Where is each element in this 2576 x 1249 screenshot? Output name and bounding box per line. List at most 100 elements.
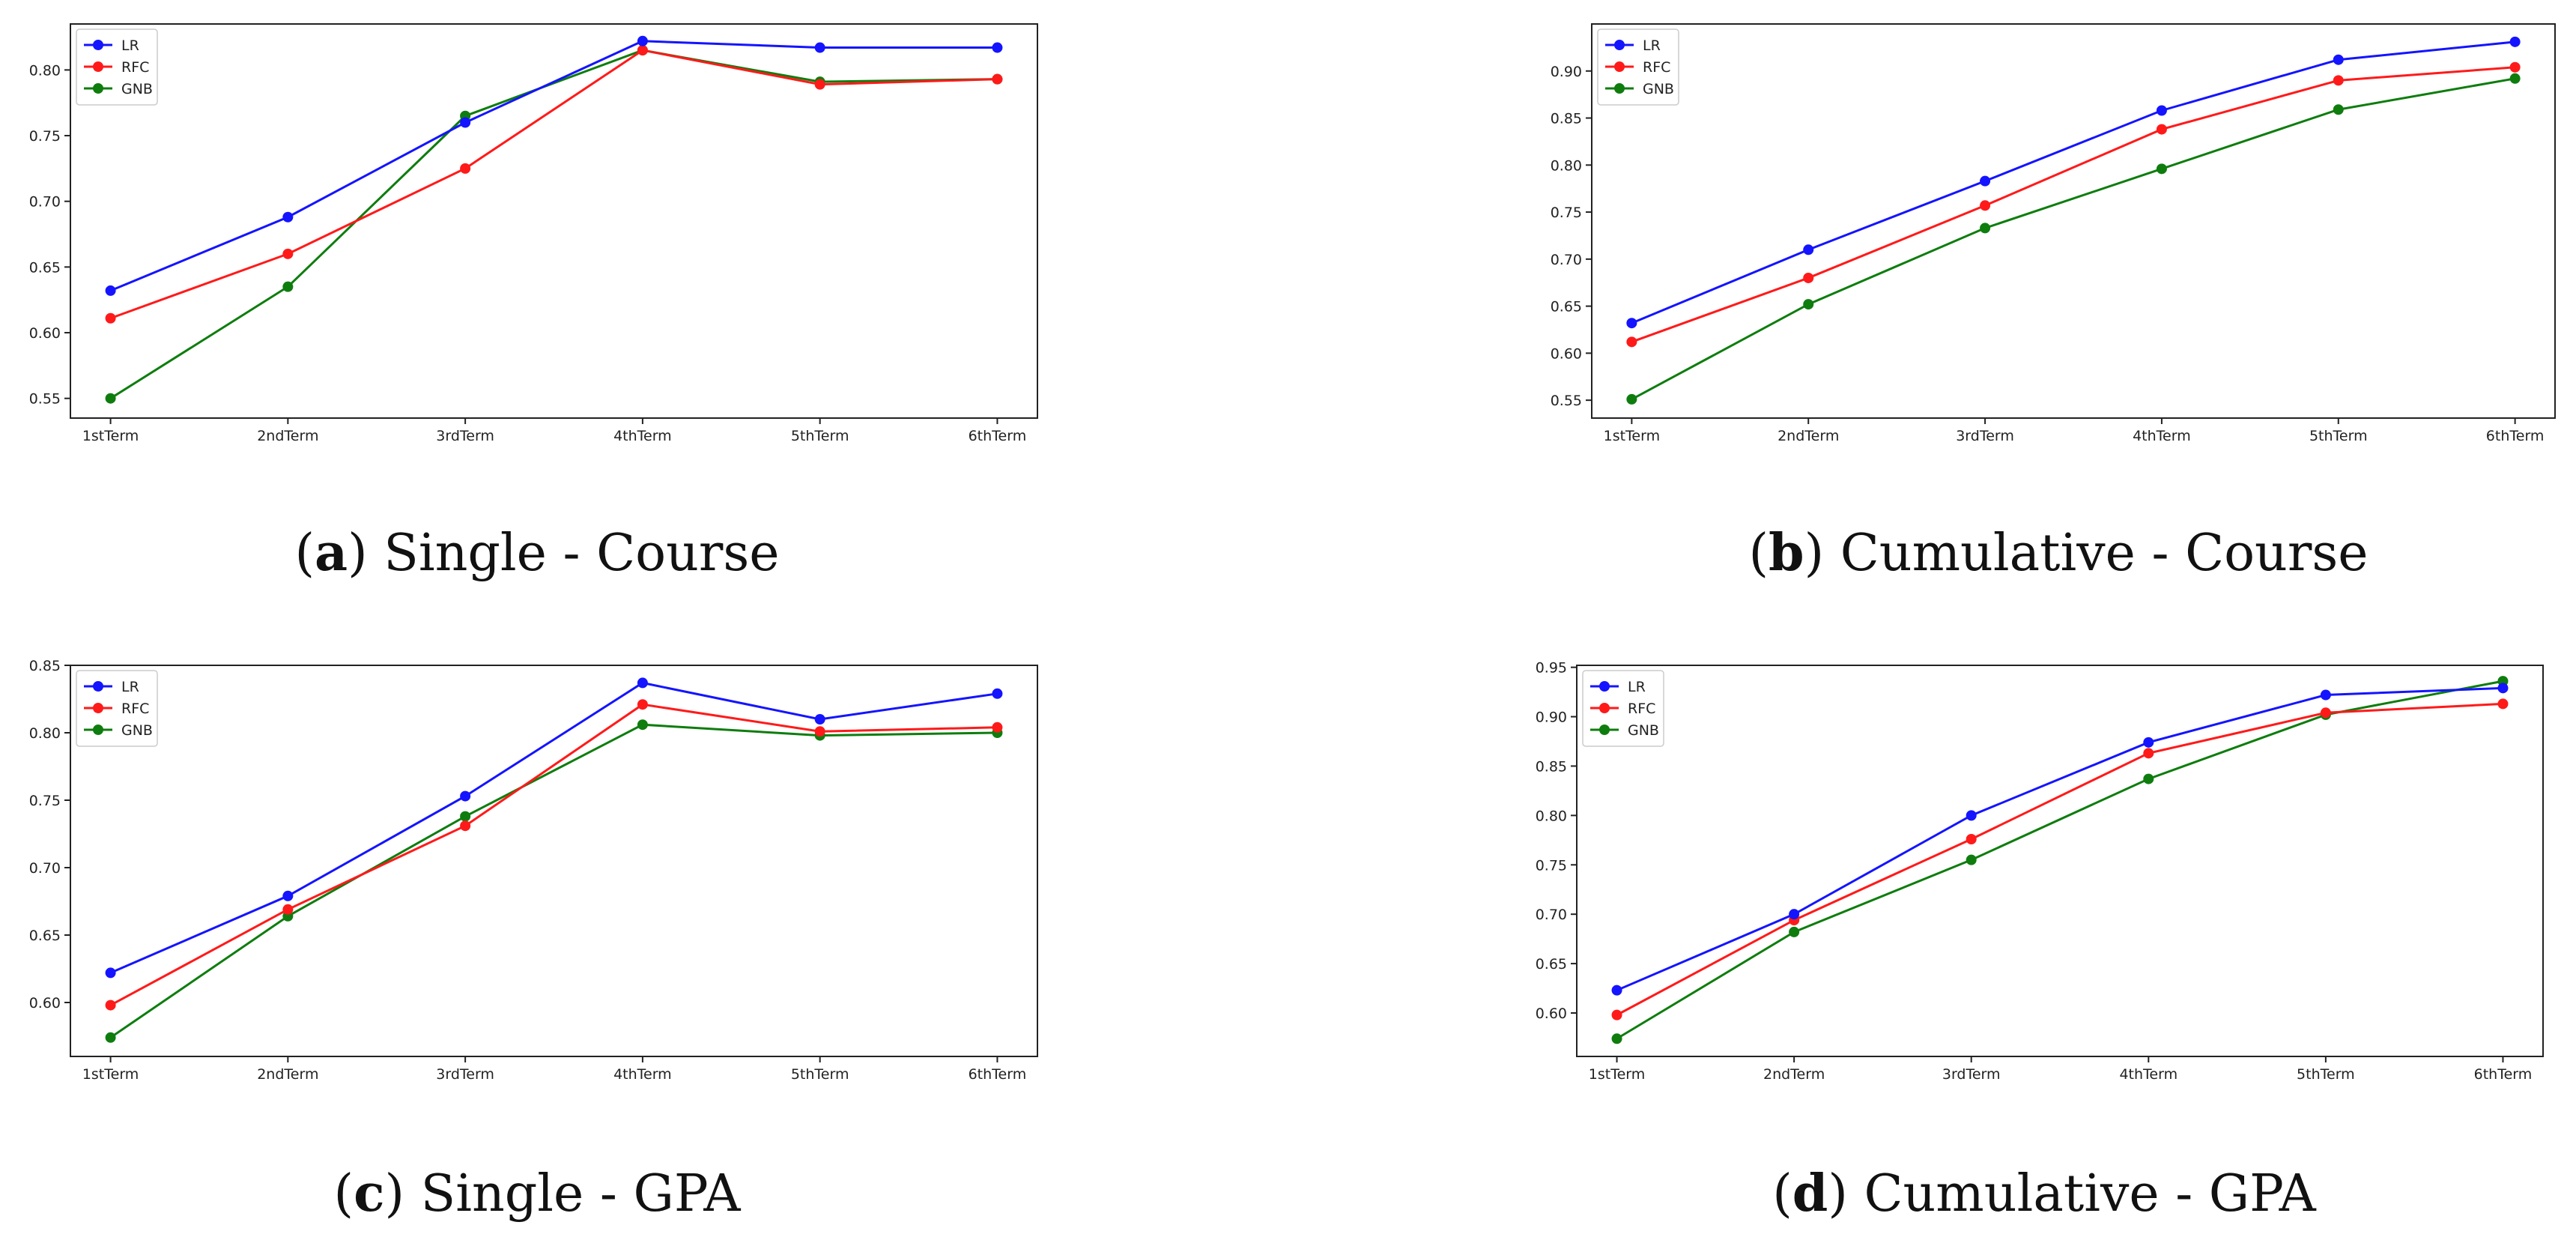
- y-tick-label-c-5: 0.85: [29, 658, 61, 674]
- caption-d: (d) Cumulative - GPA: [1772, 1164, 2316, 1224]
- plot-frame-d: [1576, 665, 2544, 1057]
- x-tick-label-d-1: 2ndTerm: [1763, 1066, 1825, 1083]
- legend-label-gnb-d: GNB: [1628, 722, 1659, 739]
- series-line-lr-a: [110, 40, 998, 292]
- point-gnb-d-2: [1966, 854, 1977, 865]
- y-tick-label-b-7: 0.90: [1551, 64, 1582, 80]
- point-lr-b-3: [2156, 105, 2167, 116]
- series-line-lr-d: [1616, 686, 2503, 992]
- point-lr-c-0: [105, 967, 116, 979]
- point-lr-a-4: [814, 42, 825, 53]
- point-gnb-c-0: [105, 1032, 116, 1043]
- legend-label-lr-b: LR: [1643, 37, 1661, 54]
- legend-marker-lr-b: [1614, 40, 1625, 50]
- x-tick-label-b-5: 6thTerm: [2486, 428, 2545, 444]
- series-line-rfc-c: [109, 703, 998, 1006]
- point-gnb-d-1: [1789, 926, 1800, 937]
- y-tick-label-d-0: 0.60: [1536, 1005, 1567, 1022]
- point-rfc-a-4: [814, 79, 825, 90]
- caption-c-letter: c: [354, 1164, 385, 1224]
- y-tick-label-b-2: 0.65: [1551, 299, 1582, 315]
- series-line-lr-b: [1631, 40, 2515, 324]
- point-gnb-d-0: [1611, 1033, 1622, 1044]
- point-lr-c-4: [814, 714, 825, 725]
- point-lr-c-5: [992, 688, 1003, 699]
- y-tick-label-a-4: 0.75: [29, 128, 61, 145]
- point-rfc-c-0: [105, 999, 116, 1011]
- caption-b-text: Cumulative - Course: [1840, 524, 2369, 583]
- point-gnb-b-5: [2509, 73, 2521, 84]
- y-tick-label-c-3: 0.75: [29, 793, 61, 809]
- point-rfc-d-3: [2143, 748, 2154, 759]
- point-gnb-a-1: [282, 281, 294, 292]
- plot-frame-b: [1591, 23, 2556, 419]
- point-rfc-d-5: [2497, 698, 2509, 710]
- series-line-gnb-b: [1631, 77, 2515, 401]
- point-gnb-b-2: [1980, 223, 1991, 234]
- point-rfc-c-3: [637, 699, 648, 710]
- point-lr-a-3: [637, 35, 648, 46]
- point-lr-b-5: [2509, 36, 2521, 47]
- point-rfc-a-0: [105, 312, 116, 324]
- legend-label-rfc-b: RFC: [1643, 59, 1670, 76]
- legend-marker-rfc-c: [93, 703, 103, 713]
- point-rfc-d-0: [1611, 1009, 1622, 1020]
- y-tick-label-b-1: 0.60: [1551, 345, 1582, 362]
- x-tick-label-d-3: 4thTerm: [2119, 1066, 2178, 1083]
- y-tick-label-d-3: 0.75: [1536, 857, 1567, 874]
- y-tick-label-d-5: 0.85: [1536, 758, 1567, 775]
- x-tick-label-d-0: 1stTerm: [1589, 1066, 1646, 1083]
- caption-b-letter: b: [1769, 523, 1804, 583]
- caption-a: (a) Single - Course: [294, 523, 780, 583]
- legend-label-rfc-c: RFC: [121, 701, 149, 717]
- point-gnb-d-3: [2143, 773, 2154, 784]
- series-line-rfc-b: [1631, 66, 2515, 343]
- point-lr-a-1: [282, 211, 294, 223]
- y-tick-label-c-4: 0.80: [29, 725, 61, 742]
- caption-d-text: Cumulative - GPA: [1864, 1164, 2316, 1224]
- point-lr-c-2: [460, 790, 471, 802]
- point-rfc-a-2: [460, 163, 471, 174]
- line-chart-d: 0.60 0.65 0.70 0.75 0.80 0.85 0.90 0.95 1stTerm 2…: [1536, 660, 2544, 1083]
- x-tick-label-c-5: 6thTerm: [969, 1066, 1027, 1083]
- x-tick-label-b-4: 5thTerm: [2309, 428, 2368, 444]
- line-chart-b: 0.55 0.60 0.65 0.70 0.75 0.80 0.85 0.90 1stTerm 2…: [1551, 23, 2556, 444]
- y-tick-label-b-6: 0.85: [1551, 111, 1582, 127]
- series-line-lr-c: [109, 681, 998, 974]
- x-tick-label-c-1: 2ndTerm: [257, 1066, 318, 1083]
- point-gnb-b-3: [2156, 163, 2167, 175]
- legend-marker-gnb-c: [93, 725, 103, 735]
- legend-label-lr-d: LR: [1628, 679, 1646, 695]
- point-rfc-a-5: [992, 73, 1003, 85]
- point-gnb-c-2: [460, 811, 471, 822]
- legend-label-rfc-a: RFC: [121, 59, 149, 76]
- x-tick-label-d-5: 6thTerm: [2474, 1066, 2533, 1083]
- point-rfc-a-3: [637, 45, 648, 56]
- y-tick-label-a-1: 0.60: [29, 325, 61, 342]
- point-gnb-c-3: [637, 719, 648, 731]
- point-rfc-b-5: [2509, 61, 2521, 73]
- y-tick-label-c-2: 0.70: [29, 860, 61, 877]
- legend-label-gnb-c: GNB: [121, 722, 153, 739]
- point-rfc-d-4: [2320, 707, 2331, 719]
- point-rfc-b-4: [2333, 75, 2344, 86]
- point-lr-d-3: [2143, 737, 2154, 748]
- line-chart-a: 0.55 0.60 0.65 0.70 0.75 0.80 1stTerm 2ndTerm 3r…: [29, 23, 1038, 444]
- legend-label-gnb-b: GNB: [1643, 81, 1674, 97]
- x-tick-label-b-1: 2ndTerm: [1778, 428, 1839, 444]
- legend-marker-gnb-d: [1599, 725, 1610, 735]
- point-rfc-b-1: [1803, 272, 1814, 283]
- point-rfc-b-2: [1980, 200, 1991, 211]
- y-tick-label-d-2: 0.70: [1536, 907, 1567, 923]
- point-gnb-b-4: [2333, 104, 2344, 115]
- legend-marker-lr-a: [93, 40, 103, 50]
- chart-panel-d: 0.60 0.65 0.70 0.75 0.80 0.85 0.90 0.95 1stTerm 2…: [1536, 660, 2544, 1083]
- point-rfc-c-2: [460, 820, 471, 832]
- caption-c: (c) Single - GPA: [333, 1164, 741, 1224]
- point-gnb-b-1: [1803, 299, 1814, 310]
- point-lr-a-2: [460, 117, 471, 128]
- series-line-gnb-a: [109, 49, 998, 399]
- caption-b: (b) Cumulative - Course: [1748, 523, 2369, 583]
- y-tick-label-d-6: 0.90: [1536, 710, 1567, 726]
- y-tick-label-c-1: 0.65: [29, 928, 61, 944]
